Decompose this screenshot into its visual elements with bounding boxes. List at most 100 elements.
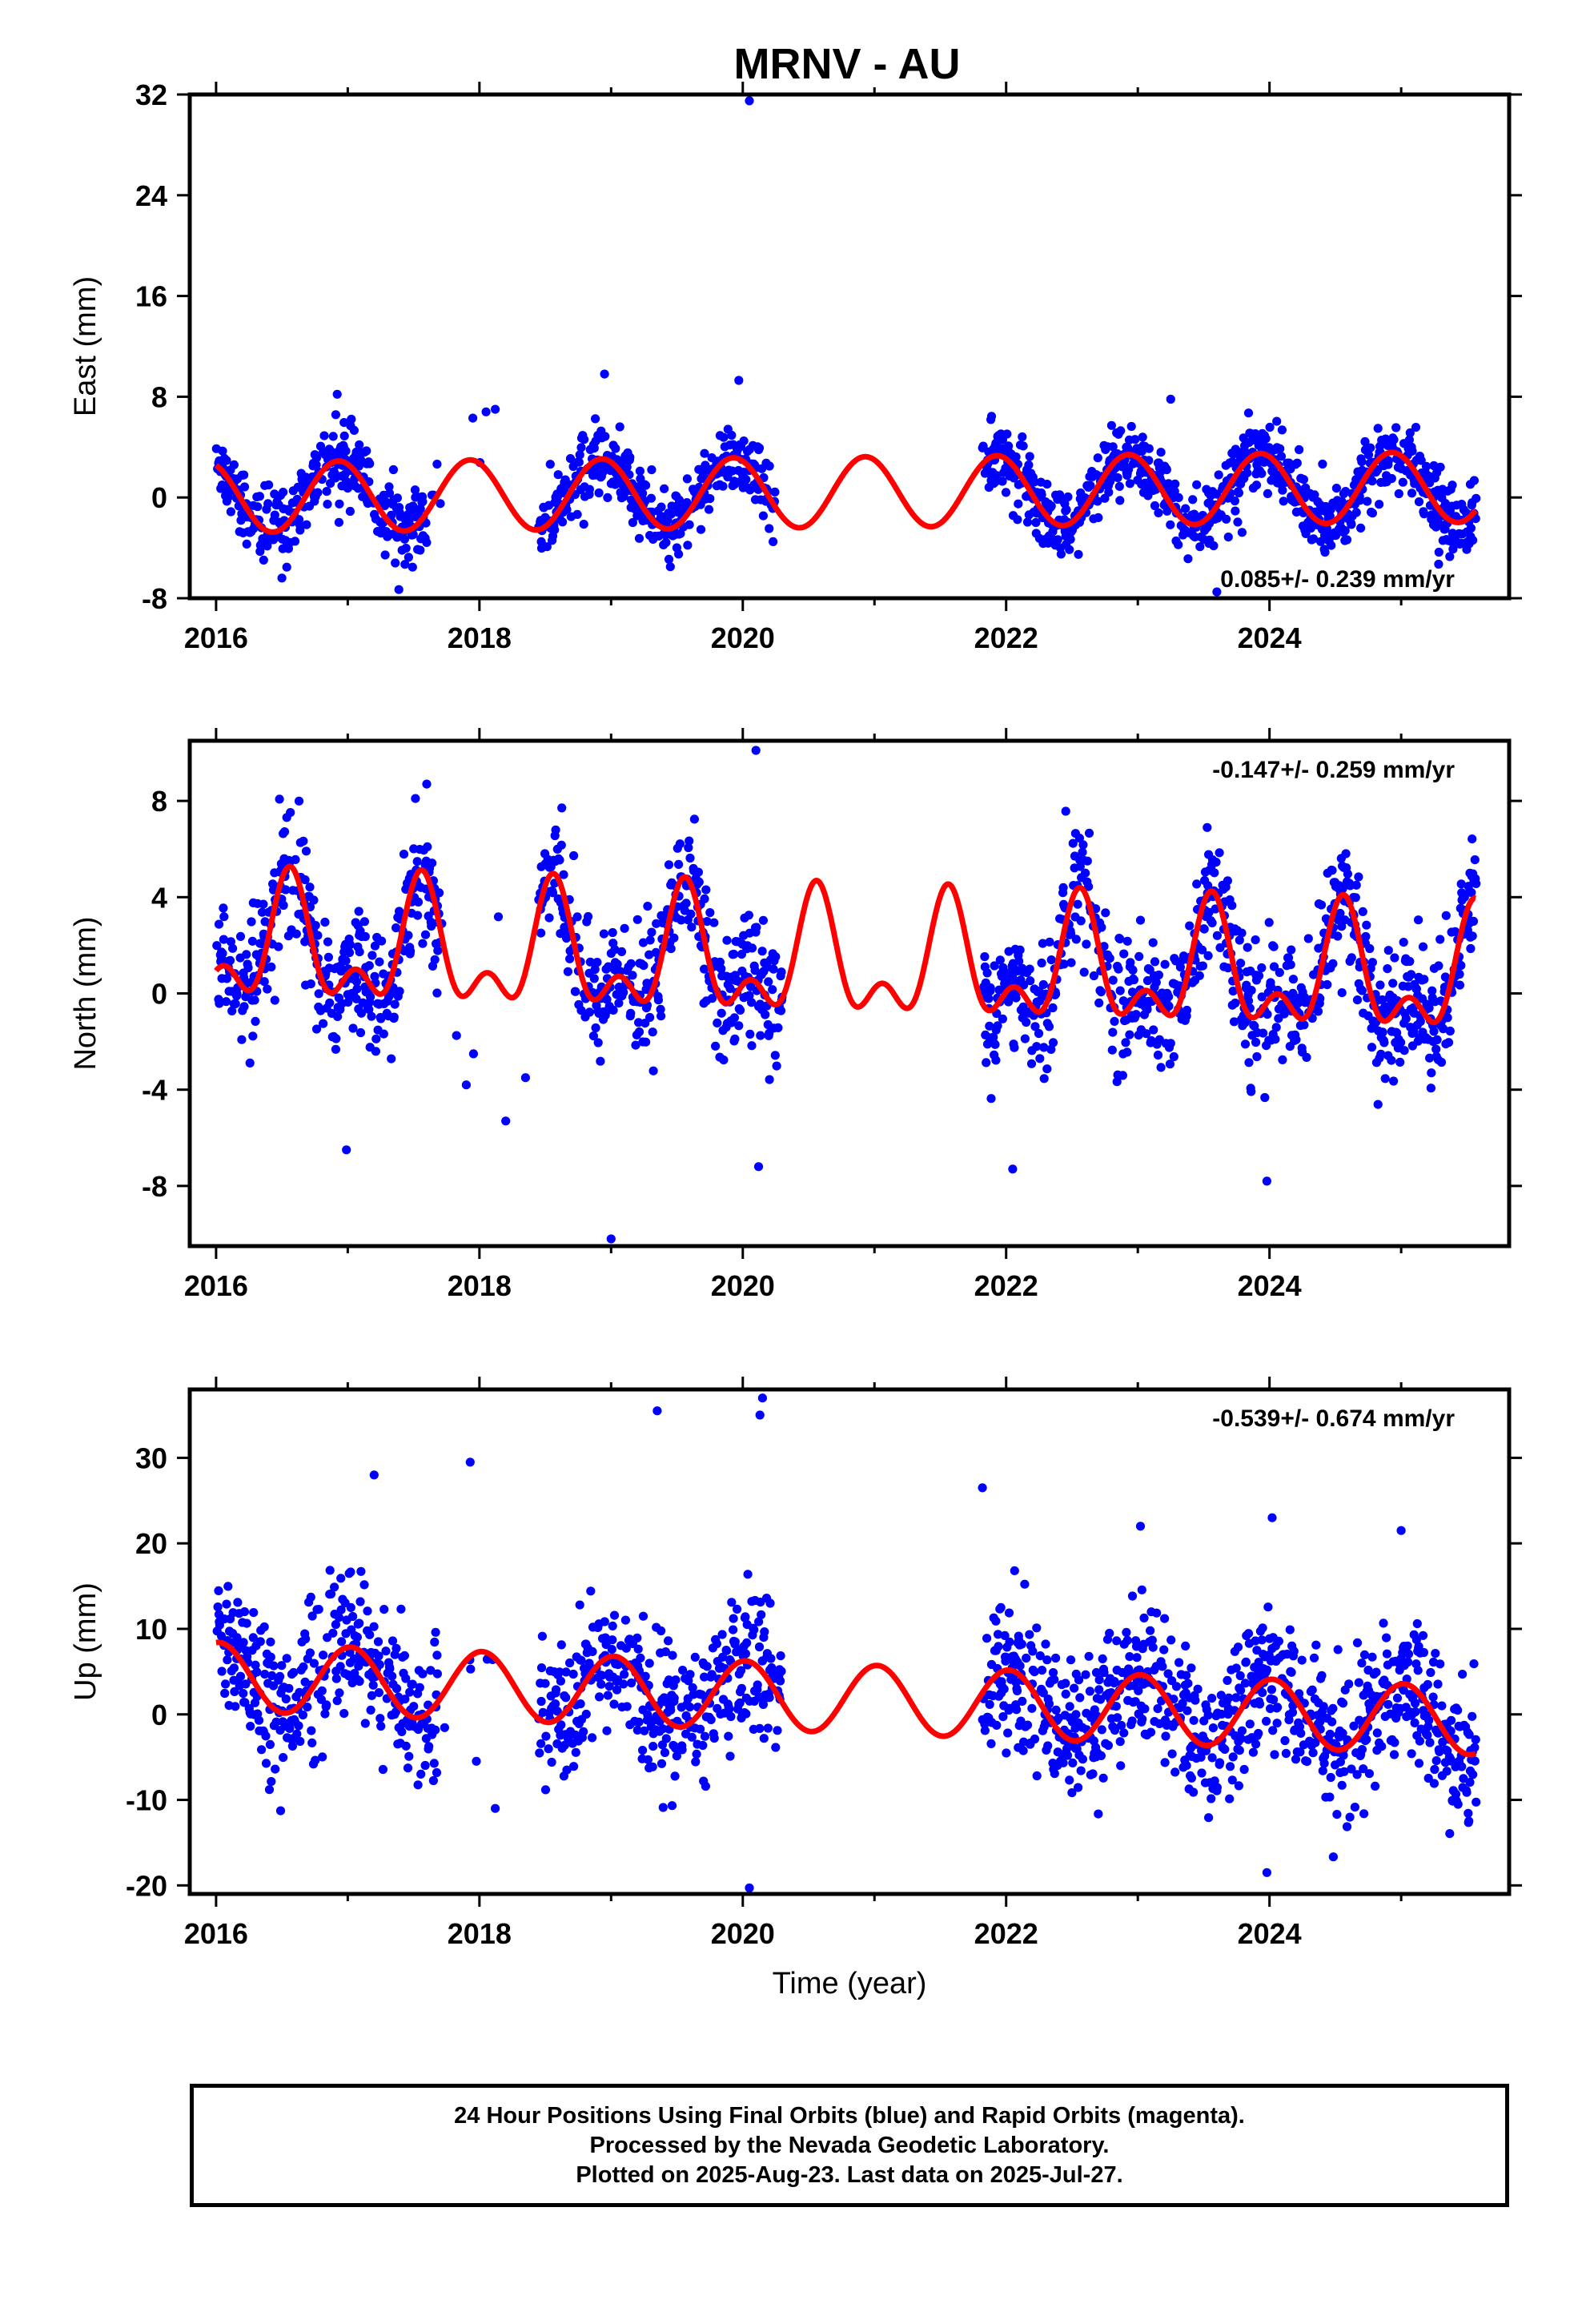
data-point [387,1671,397,1681]
data-point [1387,473,1396,484]
data-point [303,1703,312,1712]
data-point [1191,1695,1200,1705]
data-point [1233,1642,1243,1652]
data-point [413,911,423,920]
data-point [367,951,377,960]
data-point [1163,1669,1173,1679]
data-point [391,558,400,568]
data-point [427,921,436,931]
data-point [1116,1761,1126,1771]
data-point [387,1636,398,1646]
data-point [231,999,240,1008]
data-point-outlier [734,376,744,385]
data-point [1113,472,1122,483]
data-point [611,444,620,453]
data-point [1419,975,1429,984]
data-point [553,470,563,480]
data-point [241,1679,251,1689]
data-point [756,1031,765,1040]
data-point [647,927,656,937]
data-point [1001,488,1011,497]
data-point [998,1014,1007,1023]
data-point [1089,971,1098,981]
data-point [1159,1645,1169,1655]
data-point [1223,1675,1232,1685]
data-point [413,897,424,907]
data-point [428,1775,439,1786]
data-point [285,1723,295,1733]
data-point [709,1733,719,1743]
data-point [223,1582,233,1591]
data-point [319,1019,328,1028]
data-point [1367,1043,1377,1052]
data-point [608,1635,617,1645]
data-point [1243,408,1254,418]
data-point [656,1011,666,1021]
data-point [1227,901,1237,911]
data-point [572,912,582,922]
data-point [1015,945,1025,955]
data-point [1208,1723,1218,1733]
data-point-outlier [1267,1513,1277,1522]
data-point [635,466,645,476]
data-point [215,1620,224,1630]
data-point [1394,489,1403,499]
data-point [1315,994,1325,1003]
data-point [1258,1688,1267,1698]
data-point [339,1709,349,1719]
data-point [1419,509,1429,519]
data-point [1338,1699,1348,1708]
data-point [683,541,693,550]
data-point [282,562,291,572]
data-point [1091,1667,1102,1678]
data-point [1045,937,1054,947]
data-point [1014,499,1023,509]
data-point [1272,416,1282,426]
data-point [998,1712,1008,1722]
data-point [1161,1731,1170,1741]
data-point [1223,963,1233,973]
data-point [214,919,224,929]
data-point [692,1749,701,1759]
data-point [741,1612,750,1622]
data-point [306,1592,315,1602]
data-point [770,487,780,497]
data-point [1156,1063,1166,1072]
data-point [747,998,757,1007]
data-point [1085,1687,1094,1696]
data-point [1105,1628,1114,1638]
data-point [411,794,420,803]
data-point [1039,1043,1049,1052]
data-point [986,412,997,421]
data-point [1418,942,1428,951]
data-point [609,1610,620,1620]
x-tick-label: 2024 [1238,1917,1302,1950]
data-point [311,453,322,463]
data-point [563,967,573,976]
data-point [638,1746,648,1755]
data-point [603,493,612,503]
data-point [267,1671,277,1680]
data-point [1137,1585,1146,1594]
data-point [1125,1652,1134,1662]
data-point [597,1671,607,1680]
data-point [1182,1761,1191,1771]
data-point [576,1699,585,1709]
data-point [1296,1728,1306,1738]
data-point [747,1041,757,1051]
data-point [1132,1653,1142,1663]
data-point [1215,1758,1225,1767]
data-point [229,460,239,470]
data-point [432,1651,442,1660]
data-point [1468,536,1478,545]
data-point [1347,520,1356,529]
data-point [347,414,356,424]
data-point [219,903,228,913]
data-point [1317,1671,1327,1680]
data-point [688,1683,697,1693]
data-point [704,505,714,514]
data-point [222,1599,231,1609]
data-point-outlier [1262,1176,1271,1186]
data-point [1154,1035,1164,1044]
data-point [1254,1728,1263,1739]
